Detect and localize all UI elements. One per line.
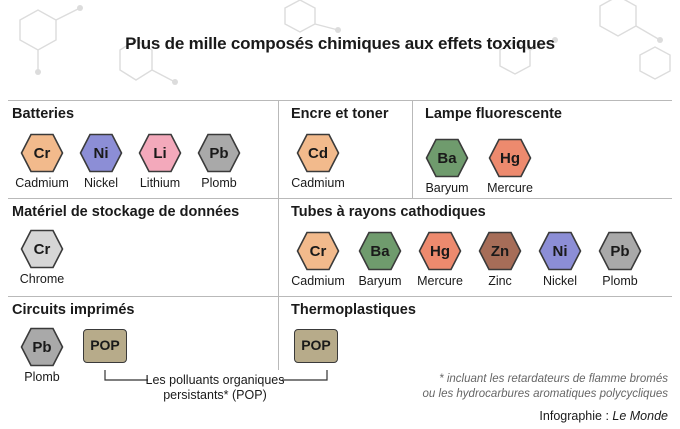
element-name: Mercure xyxy=(487,181,533,195)
pop-box: POP xyxy=(294,329,338,363)
element-symbol: Cr xyxy=(309,243,327,260)
section-title-tubes: Tubes à rayons cathodiques xyxy=(291,204,486,220)
divider-vertical-3 xyxy=(278,198,279,298)
element-symbol: Li xyxy=(153,145,167,162)
hexagon-icon xyxy=(197,133,241,173)
element-cr-stockage: Cr Chrome xyxy=(12,229,72,286)
element-name: Plomb xyxy=(201,176,237,190)
element-name: Plomb xyxy=(24,370,60,384)
element-pb-tubes: Pb Plomb xyxy=(590,231,650,288)
section-title-encre: Encre et toner xyxy=(291,106,389,122)
section-title-stockage: Matériel de stockage de données xyxy=(12,204,240,220)
hexagon-icon xyxy=(20,133,64,173)
element-symbol: Pb xyxy=(610,243,630,260)
credit-source: Le Monde xyxy=(612,409,668,423)
element-symbol: Pb xyxy=(209,145,229,162)
element-symbol: Hg xyxy=(500,150,520,167)
element-symbol: Ba xyxy=(437,150,457,167)
hexagon-icon xyxy=(478,231,522,271)
element-name: Chrome xyxy=(19,272,65,286)
hexagon-icon xyxy=(296,133,340,173)
element-ba-lampe: Ba Baryum xyxy=(417,138,477,195)
element-cr-tubes: Cr Cadmium xyxy=(288,231,348,288)
element-name: Mercure xyxy=(417,274,463,288)
element-symbol: Pb xyxy=(32,339,52,356)
section-title-lampe: Lampe fluorescente xyxy=(425,106,562,122)
pop-circuits: POP xyxy=(75,329,135,363)
element-li-batteries: Li Lithium xyxy=(130,133,190,190)
pop-thermo: POP xyxy=(286,329,346,363)
hexagon-icon xyxy=(20,229,64,269)
element-symbol: Cr xyxy=(33,241,51,258)
section-title-batteries: Batteries xyxy=(12,106,75,122)
divider-top xyxy=(8,100,672,101)
element-hg-lampe: Hg Mercure xyxy=(480,138,540,195)
element-symbol: Ni xyxy=(93,145,109,162)
footnote: * incluant les retardateurs de flamme br… xyxy=(423,372,668,402)
element-pb-batteries: Pb Plomb xyxy=(189,133,249,190)
element-name: Plomb xyxy=(602,274,638,288)
hexagon-icon xyxy=(488,138,532,178)
element-symbol: Cd xyxy=(308,145,328,162)
element-cr-batteries: Cr Cadmium xyxy=(12,133,72,190)
divider-bottom xyxy=(8,296,672,297)
element-symbol: Cr xyxy=(33,145,51,162)
hexagon-icon xyxy=(418,231,462,271)
footnote-line-2: ou les hydrocarbures aromatiques polycyc… xyxy=(422,388,668,400)
divider-vertical-4 xyxy=(278,296,279,370)
element-name: Baryum xyxy=(358,274,402,288)
element-name: Cadmium xyxy=(291,176,345,190)
molecule-background-decoration xyxy=(19,0,671,85)
divider-vertical-1 xyxy=(278,100,279,200)
pop-label: Les polluants organiques persistants* (P… xyxy=(145,373,285,402)
credit: Infographie : Le Monde xyxy=(539,409,668,423)
element-symbol: Zn xyxy=(490,243,510,260)
element-ni-batteries: Ni Nickel xyxy=(71,133,131,190)
element-name: Lithium xyxy=(139,176,181,190)
element-zn-tubes: Zn Zinc xyxy=(470,231,530,288)
hexagon-icon xyxy=(20,327,64,367)
element-hg-tubes: Hg Mercure xyxy=(410,231,470,288)
credit-prefix: Infographie : xyxy=(539,409,613,423)
element-name: Zinc xyxy=(488,274,512,288)
element-name: Cadmium xyxy=(15,176,69,190)
section-title-thermo: Thermoplastiques xyxy=(291,302,416,318)
element-symbol: Ba xyxy=(370,243,390,260)
element-name: Cadmium xyxy=(291,274,345,288)
element-symbol: Ni xyxy=(552,243,568,260)
element-symbol: Hg xyxy=(430,243,450,260)
footnote-line-1: * incluant les retardateurs de flamme br… xyxy=(439,373,668,385)
element-ba-tubes: Ba Baryum xyxy=(350,231,410,288)
hexagon-icon xyxy=(425,138,469,178)
hexagon-icon xyxy=(538,231,582,271)
page-title: Plus de mille composés chimiques aux eff… xyxy=(125,34,555,53)
hexagon-icon xyxy=(296,231,340,271)
element-ni-tubes: Ni Nickel xyxy=(530,231,590,288)
element-name: Nickel xyxy=(542,274,578,288)
divider-vertical-2 xyxy=(412,100,413,198)
hexagon-icon xyxy=(358,231,402,271)
hexagon-icon xyxy=(138,133,182,173)
pop-box: POP xyxy=(83,329,127,363)
element-name: Nickel xyxy=(83,176,119,190)
element-pb-circuits: Pb Plomb xyxy=(12,327,72,384)
element-cd-encre: Cd Cadmium xyxy=(288,133,348,190)
hexagon-icon xyxy=(598,231,642,271)
divider-middle xyxy=(8,198,672,199)
element-name: Baryum xyxy=(425,181,469,195)
section-title-circuits: Circuits imprimés xyxy=(12,302,135,318)
hexagon-icon xyxy=(79,133,123,173)
